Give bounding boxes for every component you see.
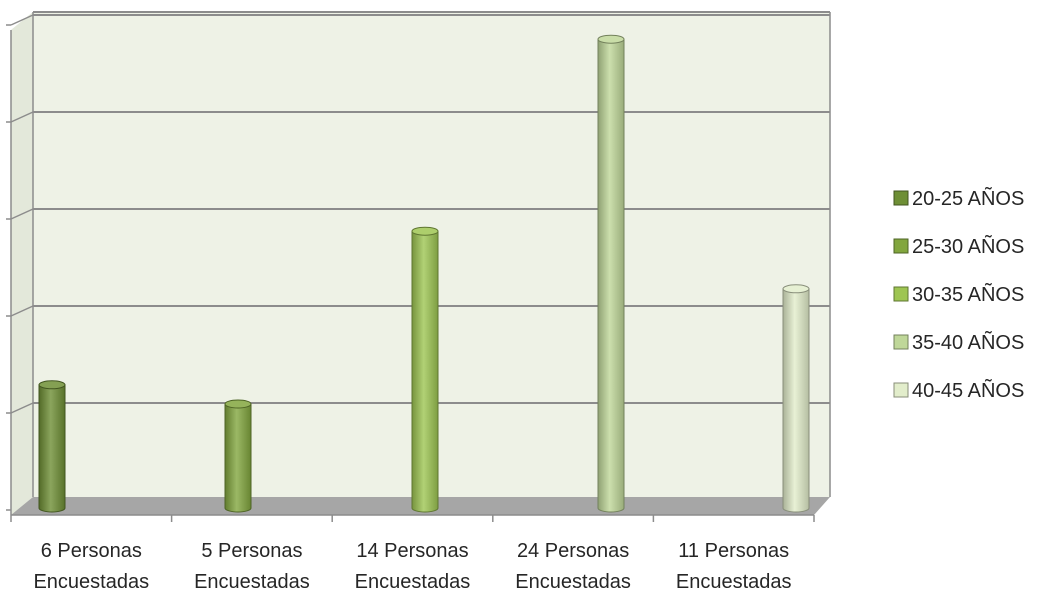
- x-tick-label: 14 Personas: [356, 540, 468, 562]
- x-tick-label: Encuestadas: [33, 571, 149, 593]
- gridline-side: [10, 14, 34, 26]
- legend-item: 35-40 AÑOS: [893, 330, 1024, 354]
- bar: [597, 34, 625, 513]
- gridline-side: [10, 305, 34, 317]
- legend-swatch: [893, 286, 909, 302]
- legend-item: 20-25 AÑOS: [893, 186, 1024, 210]
- x-tick-label: 5 Personas: [201, 540, 302, 562]
- bar-body: [597, 38, 625, 513]
- legend-item: 30-35 AÑOS: [893, 282, 1024, 306]
- x-tick-label: Encuestadas: [676, 571, 792, 593]
- legend-label: 30-35 AÑOS: [912, 282, 1024, 306]
- bar: [224, 399, 252, 513]
- legend: 20-25 AÑOS 25-30 AÑOS 30-35 AÑOS 35-40 AÑOS…: [893, 186, 1024, 402]
- gridline-side: [10, 208, 34, 220]
- gridline-side: [10, 111, 34, 123]
- bar-top: [38, 380, 66, 390]
- x-tick-label: 24 Personas: [517, 540, 629, 562]
- bar: [782, 284, 810, 513]
- bars: [38, 34, 810, 513]
- bar-top: [224, 399, 252, 409]
- bar-top: [597, 34, 625, 44]
- bar-body: [224, 403, 252, 513]
- side-wall: [11, 12, 33, 515]
- x-tick-label: 6 Personas: [41, 540, 142, 562]
- bar: [38, 380, 66, 513]
- x-tick-label: Encuestadas: [515, 571, 631, 593]
- bar-body: [411, 230, 439, 513]
- legend-swatch: [893, 190, 909, 206]
- legend-item: 40-45 AÑOS: [893, 378, 1024, 402]
- legend-label: 35-40 AÑOS: [912, 330, 1024, 354]
- legend-label: 20-25 AÑOS: [912, 186, 1024, 210]
- legend-swatch: [893, 334, 909, 350]
- legend-label: 40-45 AÑOS: [912, 378, 1024, 402]
- bar-top: [411, 226, 439, 236]
- legend-swatch: [893, 382, 909, 398]
- bar-top: [782, 284, 810, 294]
- x-tick-label: 11 Personas: [678, 540, 789, 562]
- bar: [411, 226, 439, 513]
- legend-item: 25-30 AÑOS: [893, 234, 1024, 258]
- x-tick-label: Encuestadas: [194, 571, 310, 593]
- bar-body: [782, 288, 810, 513]
- legend-swatch: [893, 238, 909, 254]
- x-tick-label: Encuestadas: [355, 571, 471, 593]
- axes: [6, 24, 815, 522]
- bar-body: [38, 384, 66, 513]
- legend-label: 25-30 AÑOS: [912, 234, 1024, 258]
- x-axis-labels: 6 Personas Encuestadas 5 Personas Encuestad…: [33, 540, 791, 593]
- gridline-side: [10, 402, 34, 414]
